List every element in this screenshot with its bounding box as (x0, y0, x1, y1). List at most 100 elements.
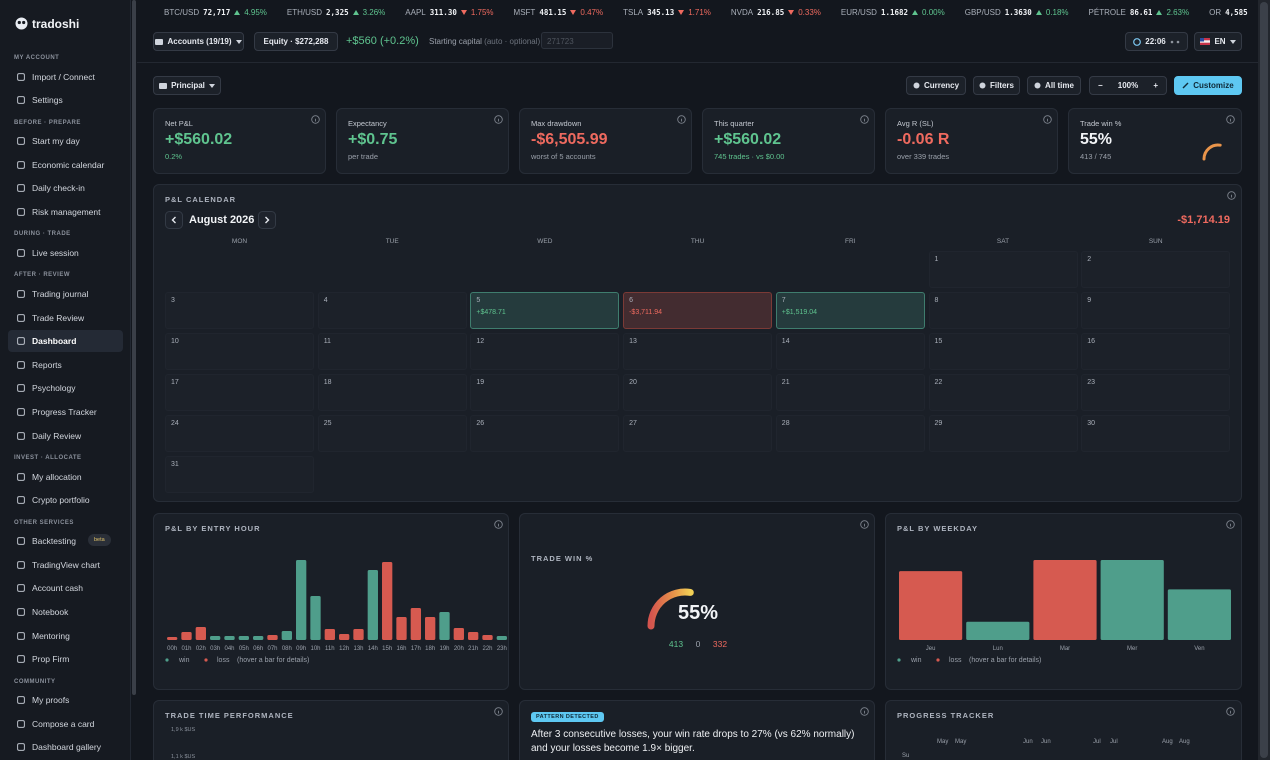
nav-icon (17, 743, 25, 752)
nav-item[interactable]: Live session (8, 242, 123, 264)
icon-shape (17, 384, 25, 393)
nav-item[interactable]: Crypto portfolio (8, 489, 123, 511)
calendar-day[interactable]: 27 (623, 415, 773, 452)
calendar-day[interactable]: 5 +$478.71 (470, 292, 620, 329)
calendar-day[interactable]: 11 (317, 333, 467, 370)
kpi-value: +$560.02 (165, 131, 233, 148)
nav-icon (17, 160, 25, 169)
gauge: 55% 413 0 332 (647, 588, 727, 649)
nav-heading: OTHER SERVICES (14, 519, 74, 526)
calendar-day[interactable]: 3 (165, 292, 314, 329)
calendar-day[interactable]: 26 (470, 415, 620, 452)
nav-label: Reports (32, 359, 62, 370)
nav-item[interactable]: Daily check-in (8, 177, 123, 199)
nav-item[interactable]: TradingView chart (8, 554, 123, 576)
nav-item[interactable]: Import / Connect (8, 66, 123, 88)
kpi-gauge (1202, 143, 1222, 161)
nav-item[interactable]: Backtesting beta (8, 530, 123, 552)
nav-item[interactable]: Start my day (8, 130, 123, 152)
info-ring (494, 115, 503, 124)
day-number: 15 (934, 338, 943, 345)
calendar-day[interactable]: 9 (1081, 292, 1231, 329)
language-button[interactable]: EN (1194, 32, 1242, 51)
icon-shape (17, 584, 25, 593)
capital-input[interactable]: 271723 (541, 32, 613, 49)
calendar-day[interactable]: 2 (1081, 251, 1231, 288)
x-tick-label: 12h (339, 646, 349, 652)
nav-label: Trading journal (32, 288, 89, 299)
nav-item[interactable]: Compose a card (8, 713, 123, 735)
calendar-day[interactable]: 10 (165, 333, 314, 370)
logo-icon (15, 17, 28, 30)
day-number: 2 (1087, 256, 1092, 263)
calendar-day[interactable]: 29 (928, 415, 1078, 452)
kpi-card: Trade win % 55% 413 / 745 (1068, 108, 1242, 174)
info-ring (677, 115, 686, 124)
customize-button[interactable]: Customize (1174, 76, 1242, 95)
calendar-day[interactable]: 16 (1081, 333, 1231, 370)
accounts-button[interactable]: Accounts (19/19) (153, 32, 244, 51)
month-label: Jun (1041, 739, 1051, 745)
calendar-day[interactable]: 24 (165, 415, 314, 452)
day-number: 30 (1087, 420, 1095, 427)
day-number: 1 (934, 256, 939, 263)
nav-item[interactable]: Trading journal (8, 283, 123, 305)
calendar-day[interactable]: 4 (317, 292, 467, 329)
calendar-day[interactable]: 15 (928, 333, 1078, 370)
view-select[interactable]: Principal (153, 76, 221, 95)
calendar-day[interactable]: 17 (165, 374, 314, 411)
nav-icon (17, 184, 25, 193)
calendar-day[interactable]: 12 (470, 333, 620, 370)
nav-item[interactable]: Risk management (8, 201, 123, 223)
nav-label: Live session (32, 247, 79, 258)
toolbar-button[interactable]: Filters (973, 76, 1020, 95)
calendar-day[interactable]: 21 (775, 374, 925, 411)
nav-item[interactable]: Economic calendar (8, 154, 123, 176)
nav-item[interactable]: Trade Review (8, 307, 123, 329)
nav-heading: DURING · TRADE (14, 231, 71, 238)
weekday-label: THU (690, 238, 705, 245)
nav-item[interactable]: Settings (8, 89, 123, 111)
calendar-day[interactable]: 23 (1081, 374, 1231, 411)
toolbar-button[interactable]: Currency (906, 76, 966, 95)
calendar-day[interactable]: 8 (928, 292, 1078, 329)
calendar-day[interactable]: 19 (470, 374, 620, 411)
legend-dot (165, 658, 169, 662)
weekday-label: FRI (845, 238, 856, 245)
nav-item[interactable]: Notebook (8, 601, 123, 623)
calendar-day[interactable]: 18 (317, 374, 467, 411)
toolbar-button[interactable]: All time (1027, 76, 1081, 95)
nav-item[interactable]: Dashboard gallery (8, 736, 123, 758)
time-performance-card: TRADE TIME PERFORMANCE 1,9 k $US 1,1 k $US (153, 700, 509, 760)
zoom-out[interactable]: − (1098, 81, 1103, 90)
button-label: Currency (923, 81, 960, 90)
calendar-day[interactable]: 31 (165, 456, 314, 493)
calendar-day[interactable]: 20 (623, 374, 773, 411)
calendar-day[interactable]: 30 (1081, 415, 1231, 452)
calendar-day[interactable]: 14 (775, 333, 925, 370)
nav-item[interactable]: Daily Review (8, 425, 123, 447)
calendar-next[interactable] (258, 211, 276, 229)
nav-item[interactable]: My allocation (8, 466, 123, 488)
nav-item[interactable]: Mentoring (8, 625, 123, 647)
nav-item[interactable]: Dashboard (8, 330, 123, 353)
nav-item[interactable]: Account cash (8, 577, 123, 599)
nav-item[interactable]: Progress Tracker (8, 401, 123, 423)
clock-pill[interactable]: 22:06 (1125, 32, 1188, 51)
nav-item[interactable]: Psychology (8, 377, 123, 399)
calendar-day[interactable]: 25 (317, 415, 467, 452)
calendar-day[interactable]: 6 -$3,711.94 (623, 292, 773, 329)
calendar-day[interactable]: 7 +$1,519.04 (775, 292, 925, 329)
nav-item[interactable]: My proofs (8, 689, 123, 711)
calendar-prev[interactable] (165, 211, 183, 229)
day-number: 29 (934, 420, 943, 427)
calendar-day[interactable]: 22 (928, 374, 1078, 411)
kpi-label: Avg R (SL) (897, 119, 934, 128)
nav-item[interactable]: Prop Firm (8, 648, 123, 670)
calendar-day[interactable]: 28 (775, 415, 925, 452)
calendar-day[interactable]: 1 (928, 251, 1078, 288)
zoom-in[interactable]: + (1153, 81, 1158, 90)
calendar-day[interactable]: 13 (623, 333, 773, 370)
nav-item[interactable]: Reports (8, 354, 123, 376)
ticker-change: 1.71% (688, 7, 711, 17)
